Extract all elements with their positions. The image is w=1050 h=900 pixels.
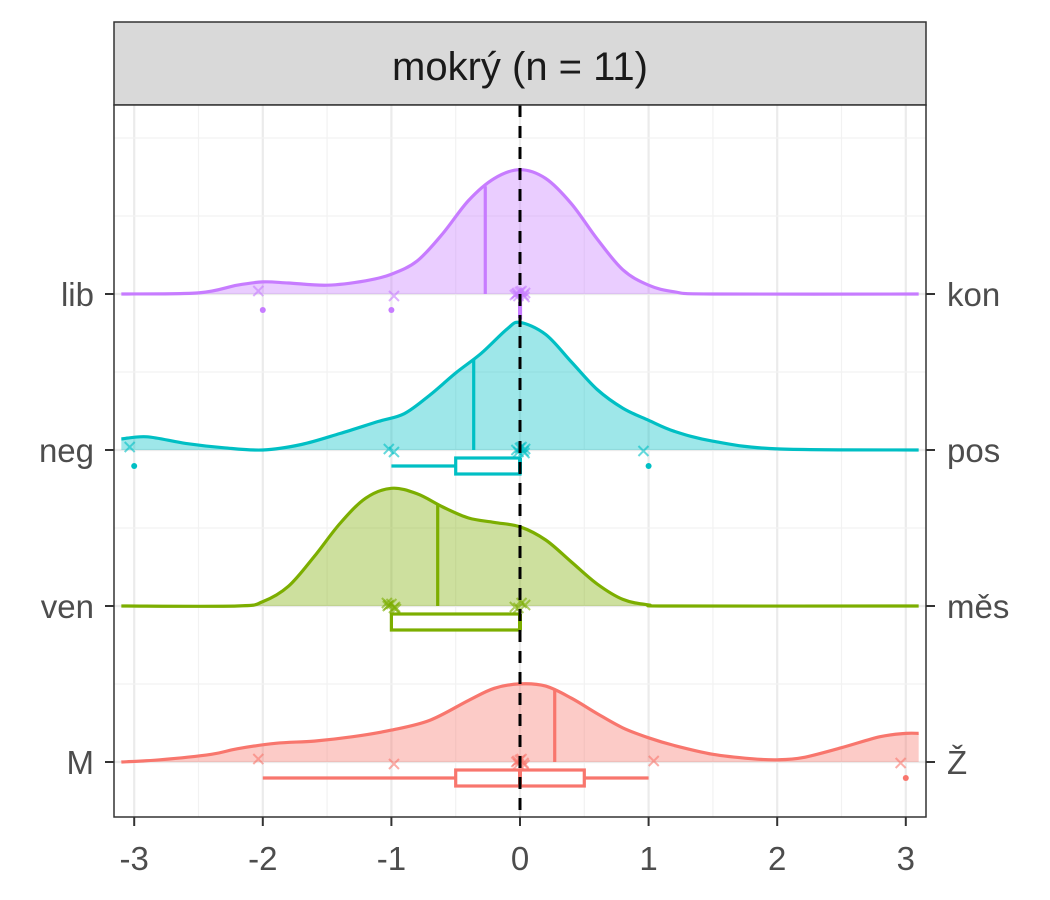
facet-title: mokrý (n = 11): [392, 45, 648, 89]
data-point: [519, 287, 531, 299]
y-label-left: M: [67, 744, 95, 781]
data-point: [383, 443, 395, 455]
box-outlier: [902, 775, 909, 781]
y-label-right: pos: [947, 432, 1000, 469]
y-label-left: ven: [41, 588, 94, 625]
data-point: [388, 446, 400, 458]
data-point: [512, 758, 525, 770]
box-outlier: [388, 307, 395, 313]
x-tick-label: 0: [511, 840, 529, 877]
density-curve: [121, 168, 919, 296]
y-label-right: Ž: [947, 744, 967, 781]
data-point: [519, 599, 531, 611]
x-tick-label: 1: [639, 840, 657, 877]
data-point: [515, 753, 528, 765]
density-curve: [121, 320, 919, 452]
data-point: [388, 290, 400, 302]
data-point: [382, 600, 394, 612]
data-point: [252, 753, 265, 765]
data-point: [388, 758, 400, 770]
box-body: [454, 456, 522, 476]
y-label-left: neg: [39, 432, 94, 469]
density-curve: [121, 486, 919, 608]
data-point: [648, 755, 660, 767]
data-point: [252, 285, 265, 297]
y-label-right: kon: [947, 276, 1000, 313]
data-point: [509, 289, 521, 301]
facet-strip: [113, 21, 927, 106]
data-point: [512, 446, 525, 458]
y-label-left: lib: [61, 276, 94, 313]
x-tick-label: 3: [897, 840, 915, 877]
data-point: [637, 445, 650, 457]
density-curve: [121, 682, 919, 764]
box-outlier: [645, 463, 652, 469]
y-label-right: měs: [947, 588, 1009, 625]
data-point: [519, 443, 531, 455]
data-point: [123, 441, 136, 453]
axes: -3 -2 -1 0 1 2 3 lib kon neg pos ven měs M Ž: [39, 276, 1009, 877]
box-body: [389, 612, 522, 632]
x-tick-label: -1: [377, 840, 406, 877]
data-point: [894, 757, 907, 769]
data-point: [512, 602, 525, 614]
box-outlier: [259, 307, 266, 313]
x-tick-label: -3: [120, 840, 149, 877]
box-outlier: [131, 463, 138, 469]
data-point: [512, 290, 525, 302]
data-point: [509, 601, 521, 613]
x-tick-label: 2: [768, 840, 786, 877]
x-tick-label: -2: [248, 840, 277, 877]
